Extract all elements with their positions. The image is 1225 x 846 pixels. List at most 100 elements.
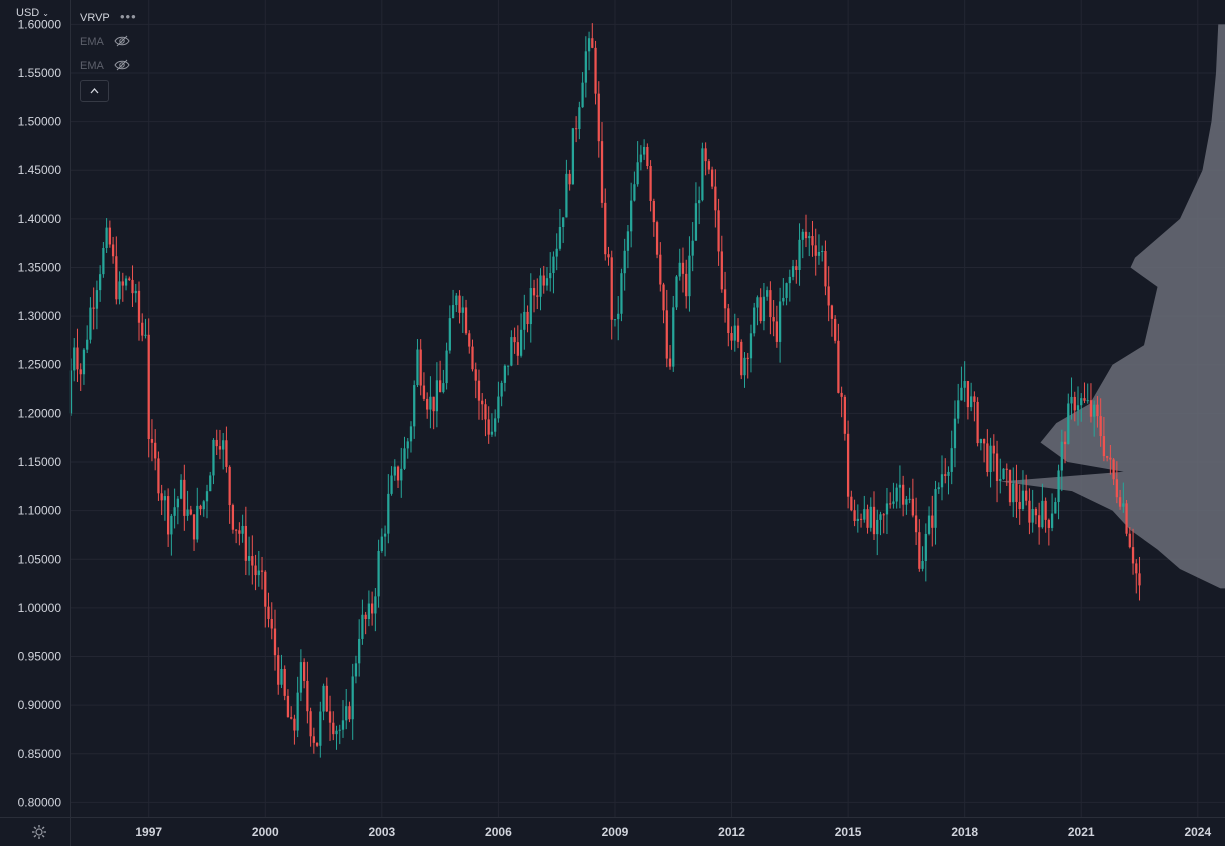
price-tick-label: 1.45000	[18, 163, 62, 177]
candle-body	[536, 295, 539, 297]
candle-body	[982, 438, 986, 444]
candle-body	[788, 276, 791, 284]
indicator-vrvp-label[interactable]: VRVP	[80, 12, 110, 24]
candle-body	[808, 236, 811, 239]
candle-body	[995, 453, 999, 481]
candle-body	[1057, 470, 1060, 503]
candle-body	[1034, 508, 1038, 516]
candle-body	[1070, 396, 1073, 404]
candle-body	[649, 166, 652, 201]
candle-body	[154, 442, 157, 459]
candle-body	[1112, 459, 1115, 480]
candle-body	[610, 257, 613, 320]
eye-off-icon[interactable]	[114, 35, 130, 47]
candle-body	[562, 217, 565, 227]
candle-body	[403, 448, 406, 469]
price-axis[interactable]: 1.60000 1.55000 1.50000 1.45000 1.40000 1.350…	[18, 17, 62, 809]
candle-body	[406, 441, 409, 449]
price-tick-label: 1.15000	[18, 455, 62, 469]
time-tick-label: 2021	[1068, 825, 1095, 839]
price-tick-label: 1.30000	[18, 309, 62, 323]
candle-body	[529, 288, 532, 325]
candle-body	[911, 498, 914, 516]
time-axis[interactable]: 1997 2000 2003 2006 2009 2012 2015 2018 2021 2024	[135, 825, 1211, 839]
candle-body	[131, 279, 134, 294]
candle-body	[944, 474, 947, 476]
price-tick-label: 1.25000	[18, 358, 62, 372]
candle-body	[212, 439, 215, 476]
collapse-indicators-button[interactable]	[80, 80, 109, 102]
candle-body	[795, 266, 798, 270]
candle-body	[192, 514, 196, 540]
candle-body	[1080, 398, 1083, 406]
candle-body	[879, 514, 882, 520]
candle-body	[451, 305, 455, 319]
currency-selector[interactable]: USD ⌄	[16, 7, 49, 19]
time-tick-label: 2003	[368, 825, 395, 839]
time-tick-label: 2018	[951, 825, 978, 839]
price-tick-label: 0.80000	[18, 795, 62, 809]
candle-body	[623, 250, 626, 274]
candle-body	[565, 173, 568, 218]
candle-body	[1012, 483, 1015, 503]
candle-body	[885, 503, 889, 515]
candle-body	[270, 618, 273, 629]
candle-body	[584, 51, 587, 83]
candle-body	[111, 244, 115, 257]
candle-body	[442, 383, 445, 393]
candle-body	[141, 322, 144, 336]
candle-body	[474, 369, 477, 381]
candle-body	[490, 431, 494, 435]
candle-body	[1099, 416, 1102, 437]
candle-body	[681, 262, 685, 274]
eye-off-icon[interactable]	[114, 59, 130, 71]
candle-body	[578, 107, 581, 130]
candle-body	[173, 507, 176, 516]
candle-body	[1138, 573, 1141, 586]
candle-body	[1044, 500, 1047, 520]
candle-body	[960, 387, 963, 401]
candle-body	[1093, 404, 1096, 417]
candle-body	[1060, 441, 1063, 471]
candle-body	[704, 148, 707, 162]
candle-body	[727, 308, 730, 334]
candle-body	[364, 614, 367, 620]
candle-body	[458, 295, 461, 313]
candle-body	[568, 173, 571, 185]
candle-body	[150, 439, 154, 443]
candle-body	[183, 479, 186, 516]
candle-body	[506, 365, 510, 367]
candle-body	[574, 128, 578, 130]
candle-body	[749, 333, 753, 359]
candle-body	[163, 496, 167, 501]
candle-body	[264, 571, 267, 607]
candle-body	[759, 297, 762, 322]
candle-body	[1038, 515, 1041, 528]
time-tick-label: 2000	[252, 825, 279, 839]
candle-body	[921, 560, 924, 569]
candle-body	[876, 519, 879, 535]
gear-icon[interactable]	[31, 824, 47, 840]
indicator-ema-1-label[interactable]: EMA	[80, 36, 104, 48]
candle-body	[523, 311, 526, 330]
candle-body	[254, 565, 257, 576]
candle-body	[850, 496, 853, 511]
candle-body	[79, 369, 82, 375]
candle-body	[416, 349, 419, 386]
candle-body	[290, 717, 293, 719]
price-tick-label: 0.85000	[18, 747, 62, 761]
candle-body	[419, 349, 422, 386]
candle-body	[99, 274, 102, 291]
currency-label: USD	[16, 7, 40, 19]
candle-body	[137, 290, 141, 323]
indicator-more-icon[interactable]: •••	[120, 9, 137, 24]
candle-body	[723, 289, 727, 309]
candle-body	[979, 438, 982, 444]
candle-body	[519, 329, 523, 356]
price-tick-label: 1.35000	[18, 260, 62, 274]
candle-body	[571, 128, 575, 185]
candle-body	[1135, 563, 1138, 574]
candle-body	[124, 278, 128, 286]
indicator-ema-2-label[interactable]: EMA	[80, 60, 104, 72]
